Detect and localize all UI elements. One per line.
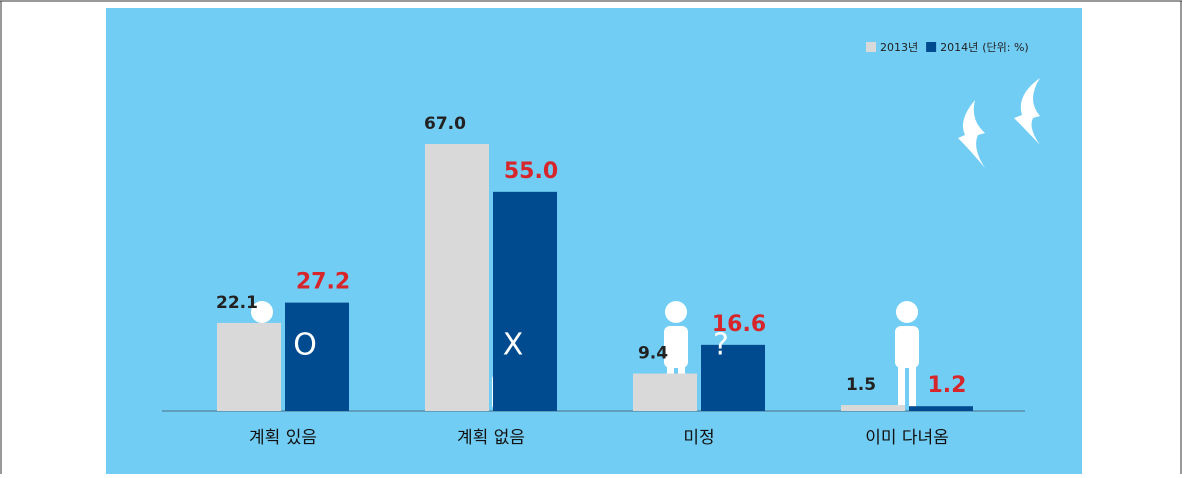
value-label: 1.2	[928, 373, 967, 398]
value-label: 55.0	[504, 159, 558, 184]
head	[896, 301, 918, 323]
legend-swatch	[926, 42, 936, 52]
x-tick-label: 미정	[683, 428, 714, 448]
bar	[701, 345, 765, 411]
value-label: 67.0	[424, 114, 466, 134]
bar	[425, 144, 489, 411]
x-tick-label: 계획 있음	[249, 428, 317, 448]
head	[665, 301, 687, 323]
leg	[909, 364, 916, 410]
legend-label: 2013년	[880, 41, 918, 54]
bar	[841, 405, 905, 411]
body	[895, 326, 919, 368]
x-tick-label: 이미 다녀옴	[865, 428, 949, 448]
annotation: ?	[713, 328, 729, 363]
bar	[633, 374, 697, 411]
unit-note: (단위: %)	[982, 41, 1028, 54]
page: 계획 있음22.127.2계획 없음67.055.0미정9.416.6이미 다녀…	[0, 0, 1182, 478]
bar	[909, 406, 973, 411]
legend-label: 2014년	[940, 41, 978, 54]
chart: 계획 있음22.127.2계획 없음67.055.0미정9.416.6이미 다녀…	[0, 0, 1182, 474]
bar	[217, 323, 281, 411]
value-label: 9.4	[638, 344, 668, 364]
legend-swatch	[866, 42, 876, 52]
annotation: X	[503, 328, 524, 363]
value-label: 1.5	[846, 375, 876, 395]
bar	[493, 192, 557, 411]
x-tick-label: 계획 없음	[457, 428, 525, 448]
value-label: 22.1	[216, 293, 258, 313]
annotation: O	[293, 328, 317, 363]
leg	[898, 364, 905, 410]
value-label: 27.2	[296, 270, 350, 295]
